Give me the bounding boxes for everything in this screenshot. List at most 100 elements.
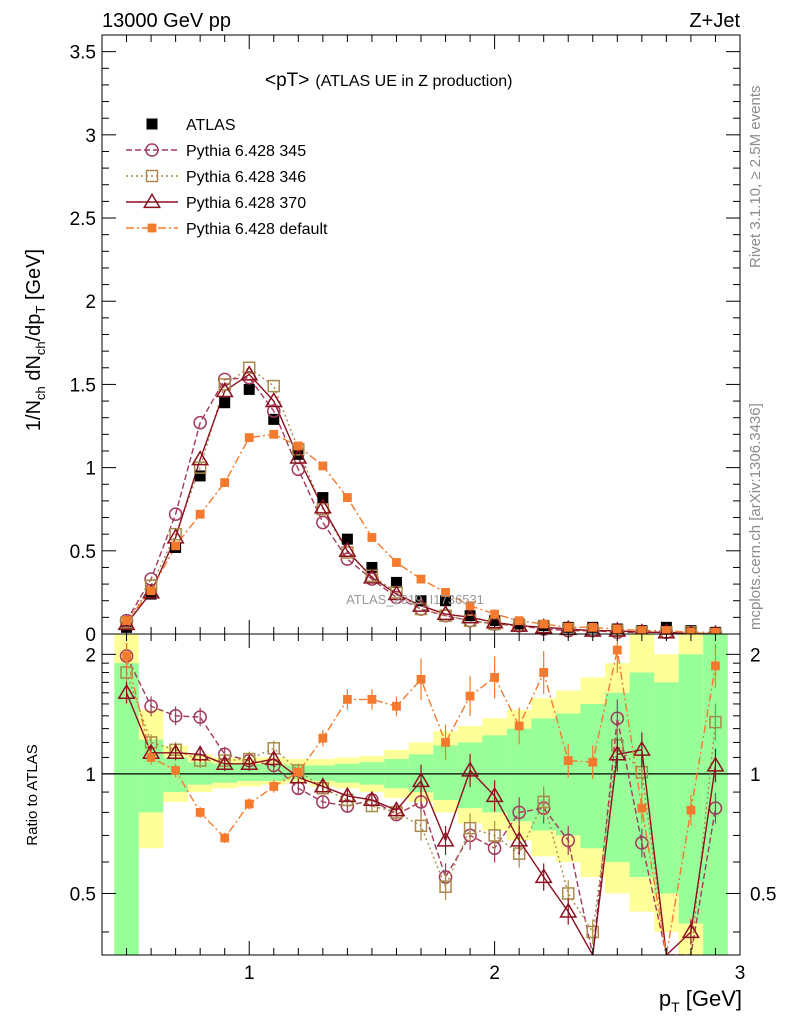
marker-pdef xyxy=(392,558,401,567)
marker-atlas xyxy=(268,413,280,425)
marker-p346 xyxy=(242,361,256,375)
marker-pdef xyxy=(441,588,450,597)
marker-p345 xyxy=(316,515,330,530)
marker-p370 xyxy=(436,604,455,621)
marker-p346 xyxy=(488,829,501,842)
marker-p370 xyxy=(534,867,553,884)
marker-p370 xyxy=(264,391,283,408)
band-green xyxy=(114,663,139,955)
marker-pdef xyxy=(171,541,181,551)
marker-p370 xyxy=(411,596,431,612)
marker-pdef xyxy=(171,766,181,775)
x-tick-label: 2 xyxy=(489,963,500,984)
marker-pdef xyxy=(563,756,573,766)
marker-pdef xyxy=(122,616,131,626)
legend-label: Pythia 6.428 370 xyxy=(186,195,306,212)
marker-pdef xyxy=(637,803,647,813)
plot-subtitle: (ATLAS UE in Z production) xyxy=(315,73,512,90)
legend-label: Pythia 6.428 346 xyxy=(186,169,306,186)
marker-pdef xyxy=(122,651,131,661)
marker-atlas xyxy=(243,383,255,395)
marker-pdef xyxy=(612,624,622,634)
marker-p370 xyxy=(608,745,627,761)
marker-p345 xyxy=(561,833,576,848)
marker-p345 xyxy=(512,805,526,820)
marker-p370 xyxy=(338,786,357,803)
marker-pdef xyxy=(563,622,573,632)
marker-pdef xyxy=(293,441,303,451)
marker-p345 xyxy=(316,795,330,809)
marker-p370 xyxy=(240,754,259,770)
marker-p370 xyxy=(215,381,234,398)
marker-atlas xyxy=(146,118,158,130)
y-tick-label: 1.5 xyxy=(70,375,96,396)
marker-pdef xyxy=(416,674,426,684)
marker-p370 xyxy=(411,771,431,788)
legend-label: Pythia 6.428 345 xyxy=(186,143,306,160)
plot-title-main: <pT> xyxy=(265,70,309,91)
marker-pdef xyxy=(146,586,156,596)
band-green xyxy=(236,763,262,781)
marker-p370 xyxy=(461,608,480,624)
marker-pdef xyxy=(686,805,696,815)
marker-pdef xyxy=(318,461,328,471)
marker-p346 xyxy=(586,925,600,939)
ratio-series-group xyxy=(117,634,725,955)
marker-p370 xyxy=(117,683,136,699)
marker-atlas xyxy=(219,397,231,409)
marker-pdef xyxy=(711,627,720,637)
marker-p370 xyxy=(461,761,480,777)
x-tick-label: 3 xyxy=(735,963,746,984)
marker-pdef xyxy=(342,493,352,502)
marker-atlas xyxy=(317,492,329,504)
y-tick-label: 0 xyxy=(85,625,96,646)
marker-p370 xyxy=(313,777,332,793)
marker-p370 xyxy=(559,902,578,918)
marker-pdef xyxy=(147,223,157,233)
marker-pdef xyxy=(367,695,377,704)
y-tick-label: 2 xyxy=(85,292,96,313)
marker-pdef xyxy=(269,429,279,439)
marker-pdef xyxy=(711,661,720,671)
ratio-y-tick-label-right: 0.5 xyxy=(750,884,776,905)
marker-pdef xyxy=(244,433,254,443)
marker-p345 xyxy=(635,836,649,850)
band-green xyxy=(335,763,360,783)
marker-pdef xyxy=(220,478,230,487)
marker-pdef xyxy=(465,601,475,611)
marker-pdef xyxy=(244,799,254,809)
marker-p370 xyxy=(632,740,651,756)
marker-p345 xyxy=(168,709,183,723)
marker-pdef xyxy=(465,691,475,701)
marker-atlas xyxy=(415,595,427,607)
y-axis-label-bottom: Ratio to ATLAS xyxy=(24,744,41,845)
marker-pdef xyxy=(441,738,450,747)
marker-atlas xyxy=(440,595,452,607)
marker-p345 xyxy=(144,699,158,714)
marker-p370 xyxy=(436,831,455,847)
legend-label: Pythia 6.428 default xyxy=(186,221,328,238)
marker-pdef xyxy=(392,701,401,711)
marker-pdef xyxy=(686,627,696,637)
marker-p370 xyxy=(191,745,210,761)
marker-p346 xyxy=(193,461,207,474)
marker-pdef xyxy=(367,533,377,542)
marker-p345 xyxy=(193,710,207,724)
ratio-y-tick-label: 1 xyxy=(85,765,96,786)
marker-pdef xyxy=(661,626,671,636)
marker-pdef xyxy=(220,833,230,843)
marker-pdef xyxy=(195,509,205,519)
band-green xyxy=(310,765,336,781)
marker-p370 xyxy=(313,498,332,514)
marker-atlas xyxy=(489,615,501,627)
marker-pdef xyxy=(490,672,500,682)
marker-pdef xyxy=(539,668,549,677)
marker-p370 xyxy=(362,790,381,807)
marker-p345 xyxy=(145,143,159,157)
marker-p370 xyxy=(289,448,308,464)
plot-title: <pT> (ATLAS UE in Z production) xyxy=(265,70,512,91)
marker-pdef xyxy=(490,609,500,619)
marker-pdef xyxy=(269,782,279,791)
side-text-top: Rivet 3.1.10, ≥ 2.5M events xyxy=(747,86,764,269)
marker-p345 xyxy=(168,507,183,522)
